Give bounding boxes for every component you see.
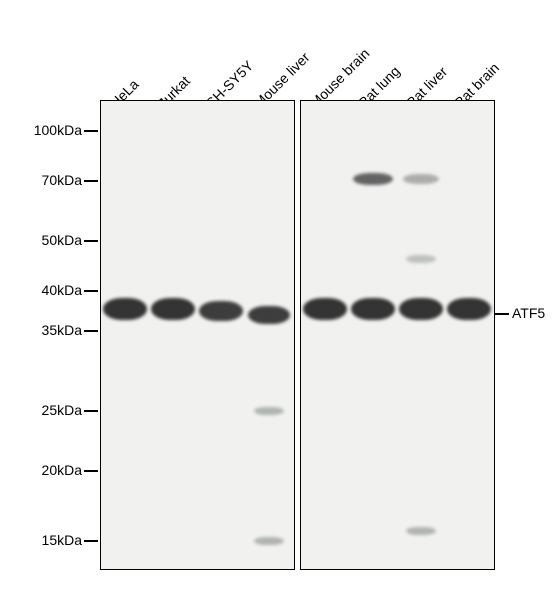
mw-label: 40kDa <box>0 282 82 298</box>
band <box>353 173 393 185</box>
mw-label: 100kDa <box>0 122 82 138</box>
mw-tick <box>84 180 98 182</box>
band <box>151 298 195 320</box>
band <box>254 537 284 545</box>
target-tick <box>495 313 509 315</box>
mw-tick <box>84 290 98 292</box>
mw-label: 50kDa <box>0 232 82 248</box>
band <box>351 298 395 320</box>
band <box>199 301 243 321</box>
band <box>248 306 290 324</box>
mw-tick <box>84 330 98 332</box>
band <box>403 174 439 184</box>
mw-tick <box>84 410 98 412</box>
band <box>406 255 436 263</box>
band <box>399 298 443 320</box>
mw-tick <box>84 240 98 242</box>
blot-panel-left <box>100 100 295 570</box>
mw-tick <box>84 130 98 132</box>
mw-tick <box>84 470 98 472</box>
band <box>447 298 491 320</box>
mw-tick <box>84 540 98 542</box>
band <box>406 527 436 535</box>
mw-label: 25kDa <box>0 402 82 418</box>
band <box>103 298 147 320</box>
blot-panel-right <box>300 100 495 570</box>
band <box>303 298 347 320</box>
mw-label: 20kDa <box>0 462 82 478</box>
band <box>254 407 284 415</box>
mw-label: 15kDa <box>0 532 82 548</box>
target-label: ATF5 <box>512 305 545 321</box>
mw-label: 35kDa <box>0 322 82 338</box>
mw-label: 70kDa <box>0 172 82 188</box>
figure-container: HeLaJurkatSH-SY5YMouse liverMouse brainR… <box>0 0 553 590</box>
